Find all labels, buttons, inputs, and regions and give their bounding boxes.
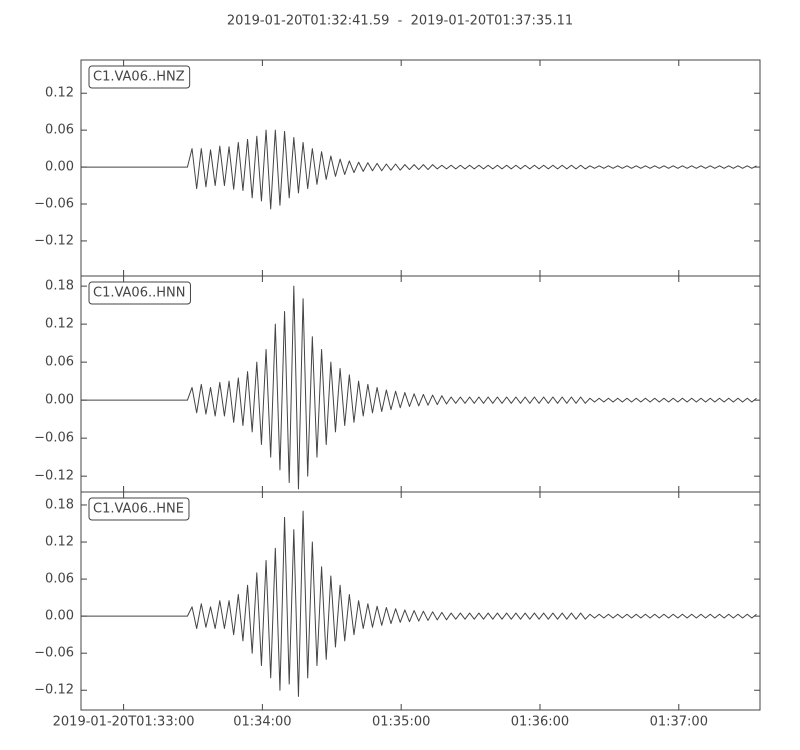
x-tick-label: 01:34:00 [233, 715, 291, 730]
x-tick-label: 01:35:00 [372, 715, 430, 730]
y-tick-label: −0.12 [34, 233, 74, 248]
y-tick-label: 0.06 [45, 123, 74, 138]
y-tick-label: −0.06 [34, 197, 74, 212]
chart-title: 2019-01-20T01:32:41.59 - 2019-01-20T01:3… [227, 14, 573, 29]
waveform [81, 285, 757, 490]
trace-label-box [88, 65, 191, 89]
y-tick-label: 0.12 [45, 535, 74, 550]
trace-label: C1.VA06..HNZ [93, 70, 185, 85]
waveform [81, 510, 757, 697]
trace-label-box [88, 497, 190, 521]
trace-label: C1.VA06..HNE [93, 502, 184, 517]
y-tick-label: 0.06 [45, 572, 74, 587]
x-tick-label: 01:36:00 [511, 715, 569, 730]
trace-label: C1.VA06..HNN [93, 286, 185, 301]
y-tick-label: 0.12 [45, 86, 74, 101]
panel-frame [80, 491, 761, 711]
y-tick-label: 0.06 [45, 355, 74, 370]
y-tick-label: 0.18 [45, 497, 74, 512]
y-tick-label: −0.12 [34, 683, 74, 698]
trace-label-box [88, 281, 191, 305]
y-tick-label: 0.12 [45, 317, 74, 332]
y-tick-label: −0.06 [34, 431, 74, 446]
waveform [81, 129, 757, 210]
y-tick-label: 0.00 [45, 609, 74, 624]
y-tick-label: −0.06 [34, 646, 74, 661]
x-tick-label: 2019-01-20T01:33:00 [53, 715, 195, 730]
y-tick-label: 0.00 [45, 160, 74, 175]
y-tick-label: 0.18 [45, 279, 74, 294]
y-tick-label: 0.00 [45, 393, 74, 408]
y-tick-label: −0.12 [34, 469, 74, 484]
x-tick-label: 01:37:00 [650, 715, 708, 730]
